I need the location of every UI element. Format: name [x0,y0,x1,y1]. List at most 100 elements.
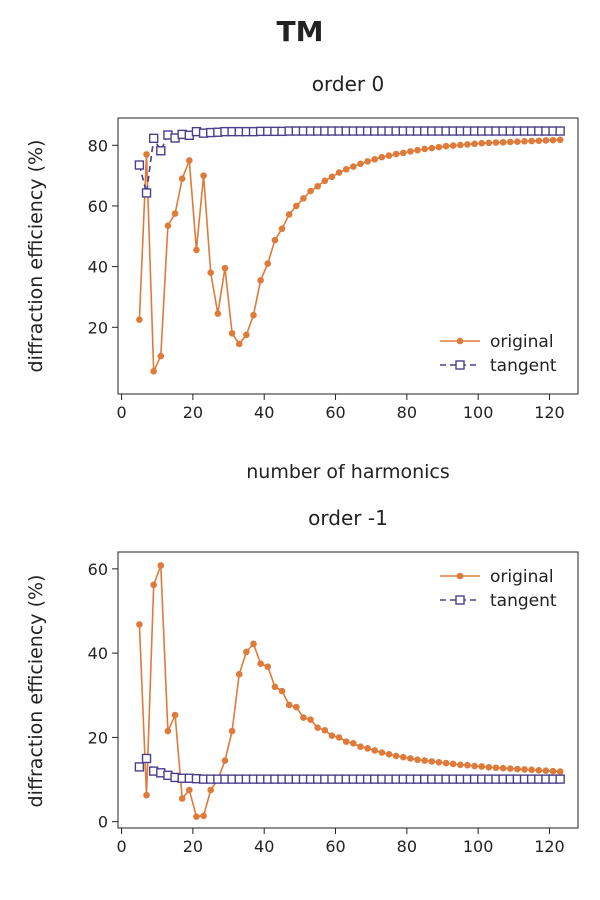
original-point [178,175,186,182]
original-point [164,222,172,229]
original-point [528,137,535,145]
original-point [471,762,478,770]
original-point [178,795,186,802]
x-tick-label: 80 [397,837,417,856]
legend-original-marker [456,572,464,580]
legend-tangent-marker [455,360,465,370]
original-point [428,144,436,152]
original-point [157,352,165,360]
original-point [385,152,393,159]
original-point [521,138,528,145]
x-tick-label: 0 [116,837,126,856]
x-tick-label: 100 [463,403,494,422]
tangent-point [141,188,152,198]
original-point [221,264,229,272]
y-tick-label: 40 [88,258,108,277]
x-tick-label: 120 [534,837,565,856]
legend-original-marker [456,337,464,345]
original-point [407,148,414,155]
original-point [528,766,535,774]
original-point [278,687,286,695]
legend: original tangent [440,567,557,611]
original-point [186,157,193,164]
original-point [535,766,543,774]
original-point [442,759,450,767]
original-point [250,311,257,319]
original-point [478,139,486,147]
original-point [271,683,279,691]
original-point [435,758,443,766]
original-point [499,764,507,772]
original-point [207,786,215,794]
x-tick-label: 40 [254,403,274,422]
chart-title: order 0 [312,72,384,96]
x-tick-label: 0 [116,403,126,422]
original-point [193,246,200,254]
original-point [285,701,293,709]
original-point [228,330,236,337]
original-point [342,165,350,173]
original-point [285,211,293,218]
original-point [378,153,386,161]
original-point [392,150,400,158]
original-point [449,142,457,149]
original-point [235,670,243,678]
original-point [150,367,157,375]
original-point [214,310,222,317]
original-point [492,764,500,772]
x-tick-label: 100 [463,837,494,856]
original-point [257,660,264,667]
original-point [164,727,172,735]
y-axis-label: diffraction efficiency (%) [25,575,47,808]
plot-frame [117,117,579,395]
original-point [186,786,193,794]
tangent-point [156,146,166,156]
original-point [314,182,321,190]
original-point [171,210,179,217]
tangent-point [148,133,159,144]
original-point [314,724,321,732]
original-point [371,155,379,163]
original-point [485,139,493,147]
plot-frame [117,551,579,829]
original-point [449,760,457,768]
original-point [421,757,428,764]
tangent-point [555,126,565,136]
original-point [307,716,314,724]
original-point [514,765,521,773]
legend-tangent-label: tangent [490,356,557,376]
original-point [307,187,314,195]
legend: original tangent [440,332,557,376]
original-point [321,726,329,734]
original-point [143,791,150,799]
original-point [321,177,329,185]
figure-title: TM [277,15,324,48]
original-point [492,139,500,146]
original-point [271,236,279,244]
original-point [506,765,514,772]
y-tick-label: 20 [88,318,108,337]
legend-tangent-label: tangent [490,591,557,611]
y-tick-label: 60 [88,560,108,579]
x-tick-label: 40 [254,837,274,856]
original-point [414,146,421,154]
original-point [478,763,486,770]
original-point [250,640,257,648]
original-point [292,202,300,210]
x-tick-label: 60 [325,837,345,856]
original-point [328,732,336,740]
original-point [136,621,143,628]
original-point [378,749,386,756]
original-point [235,340,243,348]
original-point [143,151,150,158]
original-point [171,711,179,719]
y-tick-label: 40 [88,644,108,663]
original-point [471,140,478,148]
original-point [292,703,300,711]
y-tick-label: 20 [88,728,108,747]
chart-order-minus-1: order -1 diffraction efficiency (%) 0 20 4… [25,506,579,856]
original-point [200,812,207,820]
tangent-point [141,753,152,764]
original-point [556,768,564,775]
